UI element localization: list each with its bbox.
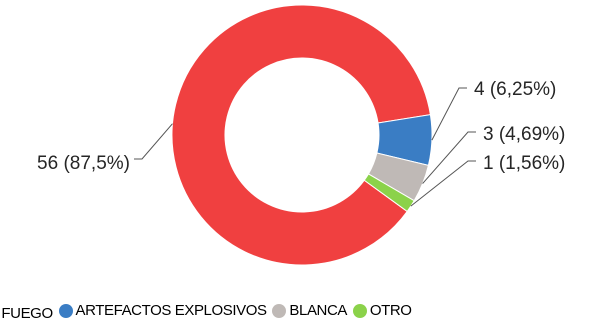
slice-arma-de-fuego	[171, 4, 431, 266]
legend-item-arma-de-fuego: E FUEGO	[0, 305, 53, 323]
leader-line-otro	[410, 160, 476, 207]
leader-line-arma-de-fuego	[134, 123, 173, 160]
legend-label-blanca: BLANCA	[289, 302, 348, 319]
data-label-arma-de-fuego: 56 (87,5%)	[37, 153, 130, 174]
legend-marker-blue	[58, 304, 73, 318]
legend-label-arma-de-fuego: E FUEGO	[0, 305, 53, 322]
legend-label-otro: OTRO	[369, 302, 412, 319]
slice-otro	[363, 173, 415, 213]
legend-label-artefactos-explosivos: ARTEFACTOS EXPLOSIVOS	[75, 302, 268, 319]
leader-lines	[134, 87, 476, 207]
chart-legend: E FUEGO ARTEFACTOS EXPLOSIVOS BLANCA OTR…	[0, 302, 414, 323]
leader-line-artefactos-explosivos	[431, 87, 467, 141]
leader-line-blanca	[422, 131, 476, 184]
data-label-blanca: 3 (4,69%)	[483, 124, 565, 145]
legend-item-artefactos-explosivos: ARTEFACTOS EXPLOSIVOS	[58, 302, 268, 320]
legend-marker-gray	[272, 304, 287, 318]
data-label-artefactos-explosivos: 4 (6,25%)	[474, 79, 556, 100]
legend-marker-green	[352, 304, 367, 318]
donut-slices	[171, 4, 433, 266]
data-label-otro: 1 (1,56%)	[483, 153, 565, 174]
legend-item-blanca: BLANCA	[272, 302, 347, 320]
legend-item-otro: OTRO	[352, 302, 412, 320]
donut-chart: 56 (87,5%) 4 (6,25%) 3 (4,69%) 1 (1,56%)	[37, 4, 565, 266]
